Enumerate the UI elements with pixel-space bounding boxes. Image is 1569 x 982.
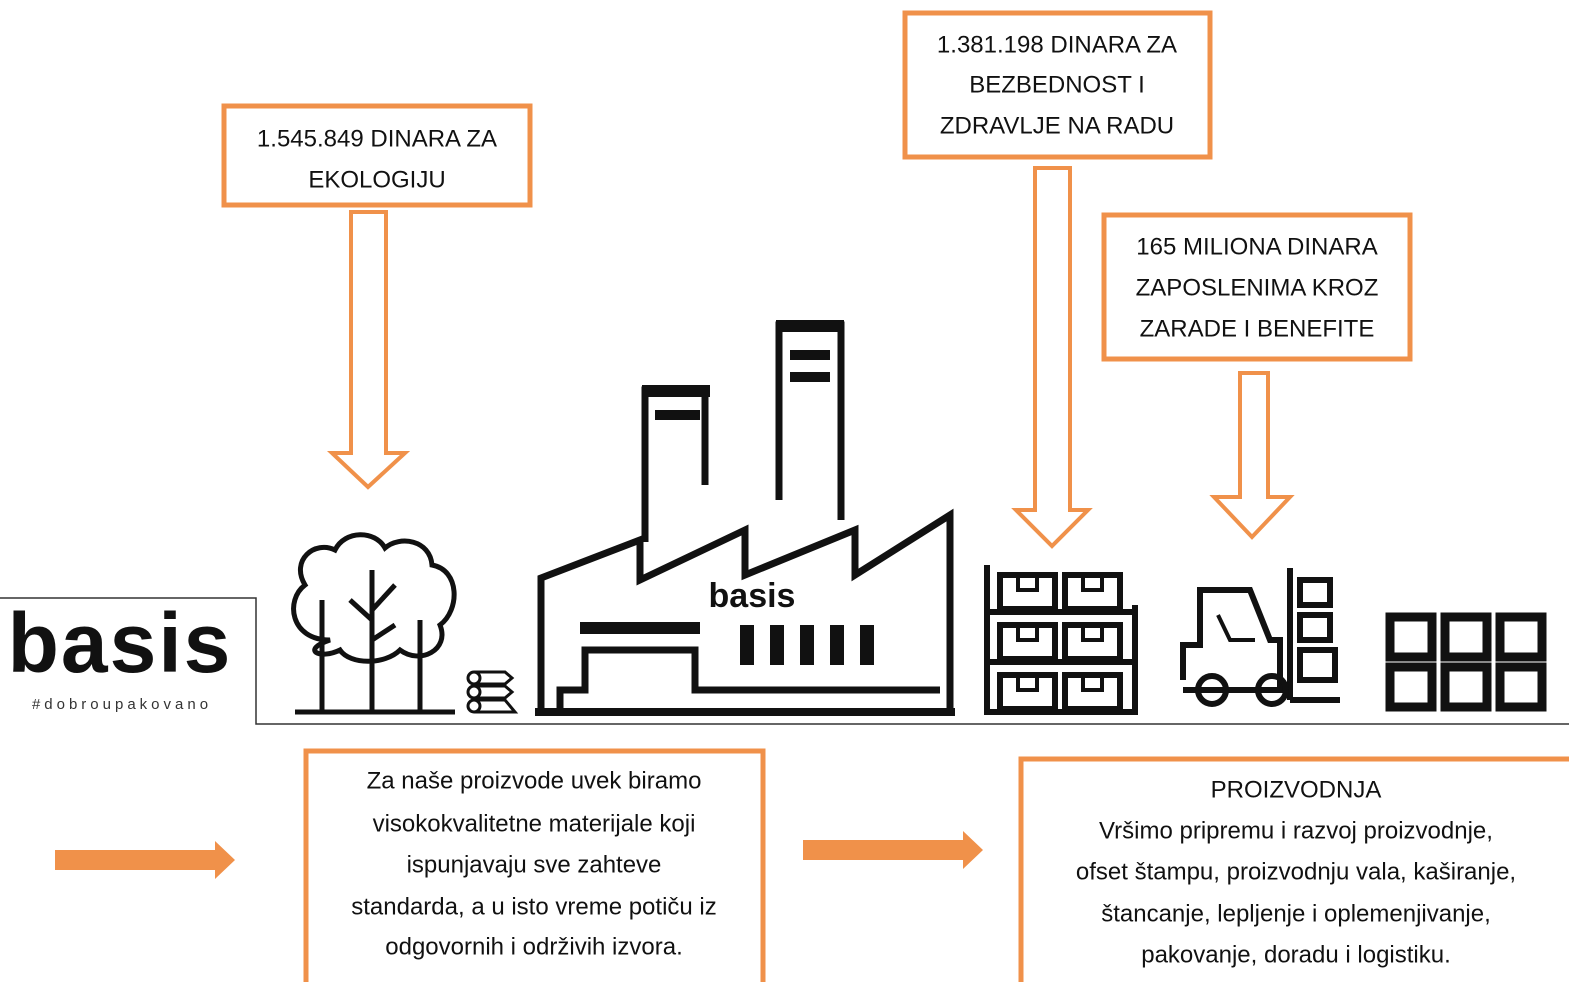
tree-icon — [291, 532, 457, 715]
info-box — [1018, 756, 1569, 982]
box-text: odgovornih i održivih izvora. — [385, 933, 682, 960]
box-text: ZARADE I BENEFITE — [1140, 315, 1375, 342]
right-arrow — [803, 831, 983, 869]
box-text: visokokvalitetne materijale koji — [373, 810, 696, 837]
info-box — [1101, 212, 1413, 362]
box-text: 1.381.198 DINARA ZA — [937, 31, 1177, 58]
factory-icon: basis — [535, 320, 955, 716]
info-box — [902, 10, 1213, 160]
forklift-icon — [1180, 568, 1340, 707]
box-text: pakovanje, doradu i logistiku. — [1141, 941, 1451, 968]
box-text: ofset štampu, proizvodnju vala, kaširanj… — [1076, 858, 1516, 885]
rolls-icon — [466, 670, 519, 714]
box-text: ispunjavaju sve zahteve — [407, 851, 662, 878]
shelves-icon — [984, 565, 1138, 715]
box-title: PROIZVODNJA — [1211, 776, 1382, 803]
box-text: ZAPOSLENIMA KROZ — [1136, 274, 1379, 301]
box-text: BEZBEDNOST I — [969, 71, 1145, 98]
logo-frame — [0, 597, 1569, 725]
box-text: Vršimo pripremu i razvoj proizvodnje, — [1099, 817, 1493, 844]
info-box — [303, 748, 766, 982]
box-text: EKOLOGIJU — [308, 166, 445, 193]
factory-logo: basis — [709, 577, 796, 615]
down-arrow — [326, 210, 411, 490]
box-text: 165 MILIONA DINARA — [1136, 233, 1377, 260]
down-arrow — [1011, 166, 1093, 549]
logo: basis — [8, 596, 233, 690]
boxes-icon — [1385, 612, 1547, 712]
info-box — [221, 103, 533, 208]
logo-tagline: #dobroupakovano — [32, 696, 212, 713]
down-arrow — [1209, 371, 1295, 540]
box-text: 1.545.849 DINARA ZA — [257, 125, 497, 152]
box-text: Za naše proizvode uvek biramo — [367, 767, 702, 794]
right-arrow — [55, 841, 235, 879]
box-text: štancanje, lepljenje i oplemenjivanje, — [1101, 900, 1491, 927]
box-text: ZDRAVLJE NA RADU — [940, 112, 1174, 139]
box-text: standarda, a u isto vreme potiču iz — [351, 893, 717, 920]
